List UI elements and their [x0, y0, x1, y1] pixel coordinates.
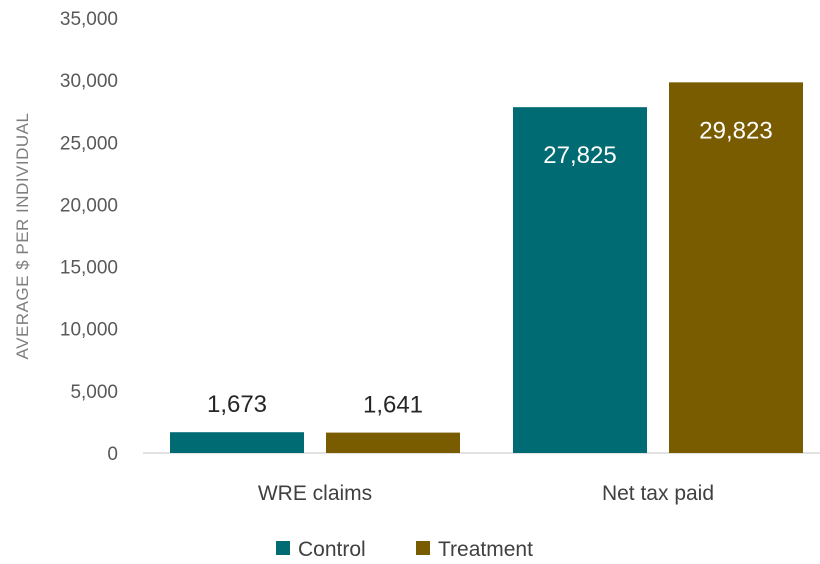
y-tick-label: 25,000 — [60, 133, 118, 154]
data-label: 29,823 — [699, 117, 772, 144]
y-tick-label: 15,000 — [60, 258, 118, 279]
bar-treatment-net-tax-paid — [669, 82, 803, 453]
y-axis-title: AVERAGE $ PER INDIVIDUAL — [13, 113, 32, 360]
y-tick-label: 35,000 — [60, 9, 118, 30]
bar-control-net-tax-paid — [513, 107, 647, 454]
bar-treatment-wre-claims — [326, 432, 460, 453]
y-axis-ticks: 0 5,000 10,000 15,000 20,000 25,000 30,000 35,0… — [60, 9, 118, 465]
bar-control-wre-claims — [170, 432, 304, 453]
data-label: 27,825 — [543, 142, 616, 169]
legend-swatch-treatment — [416, 541, 430, 555]
x-category-label: WRE claims — [258, 482, 372, 505]
legend: Control Treatment — [276, 538, 533, 561]
legend-swatch-control — [276, 541, 290, 555]
y-tick-label: 0 — [107, 444, 118, 465]
bars-group: 1,673 1,641 27,825 29,823 — [170, 82, 803, 454]
y-tick-label: 10,000 — [60, 320, 118, 341]
y-tick-label: 20,000 — [60, 195, 118, 216]
x-category-label: Net tax paid — [602, 482, 714, 505]
legend-label-control: Control — [298, 538, 366, 561]
category-labels: WRE claims Net tax paid — [258, 482, 714, 505]
legend-label-treatment: Treatment — [438, 538, 533, 561]
data-label: 1,673 — [207, 391, 267, 418]
y-tick-label: 5,000 — [70, 382, 118, 403]
y-tick-label: 30,000 — [60, 71, 118, 92]
data-label: 1,641 — [363, 392, 423, 419]
